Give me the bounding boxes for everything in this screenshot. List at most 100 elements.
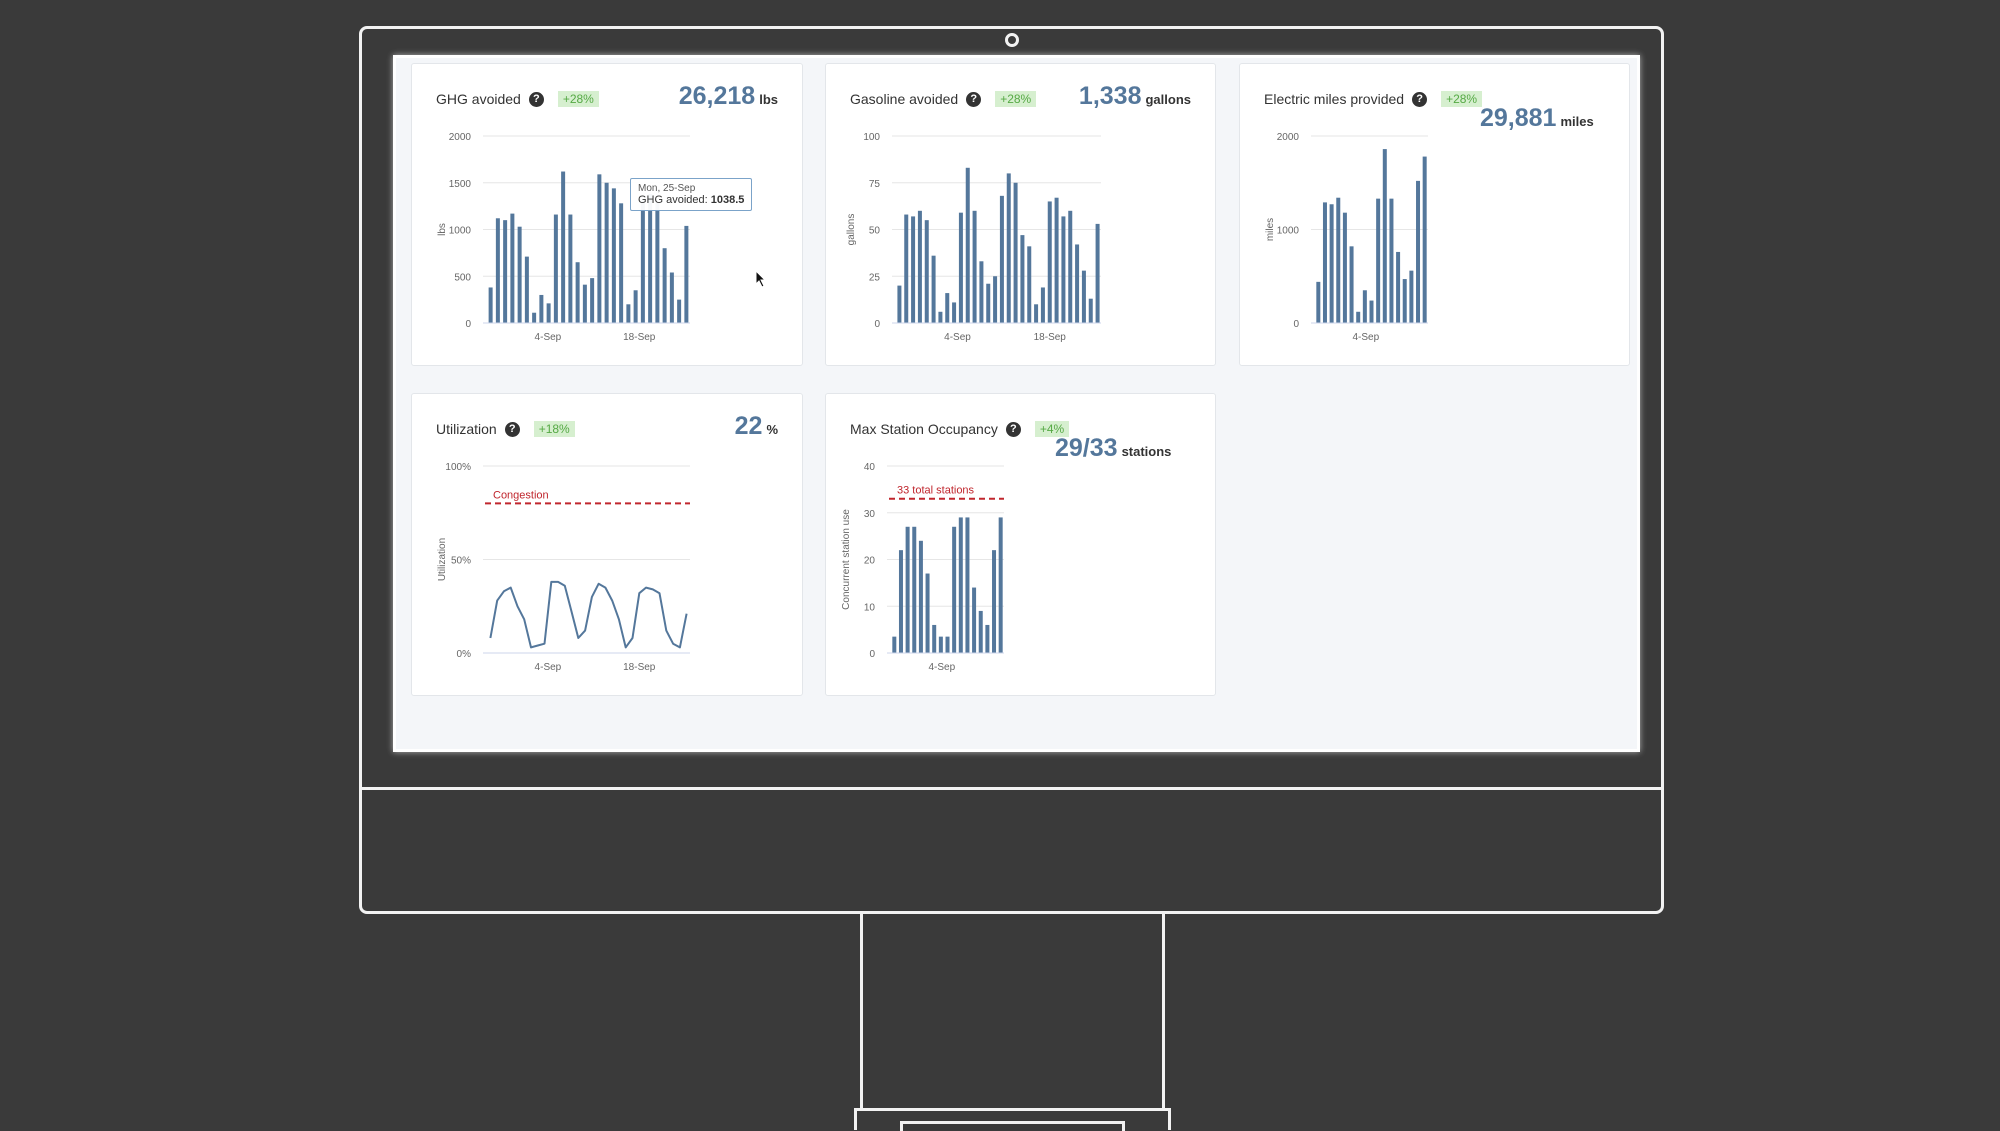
chart-bar	[1389, 198, 1394, 323]
card-title: GHG avoided ? +28%	[436, 91, 599, 107]
y-axis-label: Utilization	[437, 538, 448, 581]
chart-bar	[619, 203, 624, 323]
monitor-stand-notch	[900, 1121, 1125, 1131]
chart-bar	[986, 283, 991, 323]
chart-bar	[1054, 197, 1059, 323]
chart-bar	[510, 213, 515, 323]
chart-bar	[568, 214, 573, 323]
chart-bar	[985, 624, 990, 653]
chart-bar	[1349, 246, 1354, 323]
chart-bar	[561, 171, 566, 323]
x-tick-label: 4-Sep	[1353, 332, 1380, 343]
chart-bar	[952, 526, 957, 653]
chart-bar	[640, 200, 645, 323]
y-tick-label: 0%	[457, 649, 472, 660]
y-tick-label: 50%	[451, 556, 471, 567]
chart-bar	[662, 248, 667, 323]
y-axis-label: miles	[1265, 218, 1276, 241]
chart-bar	[993, 276, 998, 323]
chart-bar	[912, 526, 917, 653]
chart-bar	[904, 214, 909, 323]
y-tick-label: 1500	[449, 179, 472, 190]
ghg-title: GHG avoided	[436, 91, 521, 107]
chart-bar	[1027, 246, 1032, 323]
chart-bar	[669, 272, 674, 323]
card-title: Electric miles provided ? +28%	[1264, 91, 1483, 107]
monitor-frame	[359, 26, 1664, 914]
chart-bar	[626, 304, 631, 323]
ghg-chart: 0 500 1000 1500 2000 lbs 4-Sep 18-Sep	[437, 132, 690, 343]
chart-bar	[1362, 290, 1367, 323]
y-axis-label: gallons	[846, 214, 857, 246]
chart-bar	[972, 587, 977, 653]
chart-bar	[611, 188, 616, 323]
y-tick-label: 2000	[449, 132, 472, 143]
chart-bar	[938, 636, 943, 653]
utilization-chart: 0% 50% 100% Utilization Congestion 4-Sep 18-Se…	[437, 462, 690, 673]
chart-bar	[1376, 198, 1381, 323]
chart-bar	[1047, 201, 1052, 323]
chart-bar	[1422, 156, 1427, 323]
chart-bar	[517, 226, 522, 323]
chart-bar	[898, 550, 903, 653]
chart-bar	[924, 220, 929, 323]
tooltip-label: GHG avoided:	[638, 194, 708, 206]
occupancy-title: Max Station Occupancy	[850, 421, 998, 437]
threshold-label: 33 total stations	[897, 485, 975, 497]
dashboard-screen: GHG avoided ? +28% 26,218 lbs 0 500 1000 150…	[393, 55, 1640, 752]
help-icon[interactable]: ?	[1412, 91, 1428, 107]
y-tick-label: 1000	[1277, 226, 1300, 237]
chart-bar	[1416, 180, 1421, 323]
tooltip-date: Mon, 25-Sep	[638, 183, 696, 194]
card-title: Utilization ? +18%	[436, 421, 575, 437]
chart-bar	[945, 293, 950, 323]
chart-bar	[582, 284, 587, 323]
help-icon[interactable]: ?	[1005, 421, 1021, 437]
y-tick-label: 500	[454, 272, 471, 283]
chart-bar	[1342, 212, 1347, 323]
change-badge: +18%	[533, 421, 575, 437]
chart-bar	[495, 218, 500, 323]
utilization-title: Utilization	[436, 421, 497, 437]
chart-bar	[1396, 251, 1401, 323]
chart-bar	[1075, 244, 1080, 323]
help-icon[interactable]: ?	[966, 91, 982, 107]
x-tick-label: 4-Sep	[944, 332, 971, 343]
chart-bar	[958, 212, 963, 323]
chart-bar	[655, 202, 660, 323]
change-badge: +28%	[995, 91, 1037, 107]
chart-bar	[952, 302, 957, 323]
chart-bar	[575, 262, 580, 323]
chart-bar	[590, 278, 595, 323]
chart-bar	[1081, 270, 1086, 323]
chart-bar	[918, 540, 923, 653]
chart-bar	[597, 174, 602, 323]
y-tick-label: 1000	[449, 226, 472, 237]
chart-bar	[1329, 204, 1334, 323]
change-badge: +28%	[1441, 91, 1483, 107]
chart-bar	[524, 256, 529, 323]
chart-bar	[1356, 311, 1361, 323]
chart-bar	[633, 290, 638, 323]
y-tick-label: 30	[864, 509, 876, 520]
change-badge: +28%	[557, 91, 599, 107]
chart-bar	[972, 210, 977, 323]
y-axis-label: Concurrent station use	[841, 509, 852, 610]
tooltip-value: 1038.5	[710, 194, 745, 206]
y-tick-label: 100	[863, 132, 880, 143]
y-tick-label: 40	[864, 462, 876, 473]
chart-bar	[1034, 304, 1039, 323]
chart-bar	[1316, 281, 1321, 323]
chart-bar	[1095, 223, 1100, 323]
x-tick-label: 18-Sep	[623, 662, 656, 673]
help-icon[interactable]: ?	[528, 91, 544, 107]
gasoline-card: Gasoline avoided ? +28% 1,338 gallons 0 25…	[825, 63, 1216, 366]
chart-bar	[553, 214, 558, 323]
ghg-card: GHG avoided ? +28% 26,218 lbs 0 500 1000 150…	[411, 63, 803, 366]
y-tick-label: 0	[869, 649, 875, 660]
occupancy-chart: 0 10 20 30 40 Concurrent station use 33 total …	[841, 462, 1004, 673]
x-tick-label: 18-Sep	[1034, 332, 1067, 343]
help-icon[interactable]: ?	[504, 421, 520, 437]
chart-bar	[1409, 270, 1414, 323]
chart-bar	[931, 255, 936, 323]
